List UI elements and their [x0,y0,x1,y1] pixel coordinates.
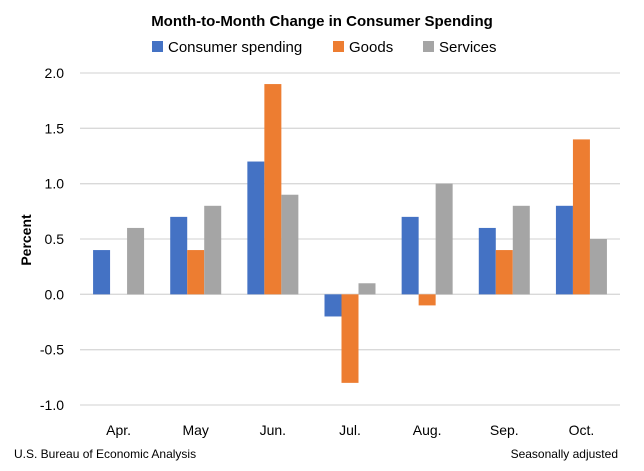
bar-services-sep [512,205,530,295]
x-category-label: Jun. [260,422,286,438]
bar-services-aug [435,183,453,295]
legend-label: Services [439,39,497,56]
legend-label: Goods [349,39,393,56]
chart-title: Month-to-Month Change in Consumer Spendi… [151,13,493,30]
bar-consumer-spending-oct [555,205,573,295]
y-tick-label: -0.5 [40,342,64,358]
legend-swatch [423,41,434,52]
legend-swatch [333,41,344,52]
bar-services-may [204,205,222,295]
x-category-label: Oct. [569,422,595,438]
seasonal-note: Seasonally adjusted [511,447,618,461]
x-category-label: Sep. [490,422,519,438]
y-tick-label: -1.0 [40,397,64,413]
x-category-label: May [182,422,208,438]
bar-goods-aug [418,294,436,306]
x-category-label: Aug. [413,422,442,438]
bar-consumer-spending-jul [324,294,342,317]
x-category-label: Apr. [106,422,131,438]
bar-consumer-spending-may [170,216,188,295]
y-tick-label: 0.0 [45,286,65,302]
legend: Consumer spending Goods Services [152,39,497,56]
source-note: U.S. Bureau of Economic Analysis [14,447,196,461]
x-categories: Apr. May Jun. Jul. Aug. Sep. Oct. [106,422,594,438]
bar-goods-may [187,250,205,295]
legend-label: Consumer spending [168,39,302,56]
y-tick-label: 2.0 [45,65,65,81]
y-tick-label: 1.0 [45,176,65,192]
bar-consumer-spending-sep [478,227,496,295]
bar-services-apr [127,227,145,295]
bar-goods-jun [264,84,282,295]
bar-services-jul [358,283,376,295]
bar-goods-jul [341,294,359,383]
bars [93,84,607,383]
bar-consumer-spending-apr [93,250,111,295]
legend-swatch [152,41,163,52]
bar-services-jun [281,194,299,295]
y-tick-label: 1.5 [45,120,65,136]
y-axis-label: Percent [18,214,34,266]
y-tick-label: 0.5 [45,231,65,247]
bar-goods-sep [495,250,513,295]
bar-goods-oct [572,139,590,295]
bar-consumer-spending-aug [401,216,419,295]
x-category-label: Jul. [339,422,361,438]
bar-consumer-spending-jun [247,161,265,295]
y-ticks: 2.0 1.5 1.0 0.5 0.0 -0.5 -1.0 [40,65,64,413]
bar-services-oct [589,239,607,295]
